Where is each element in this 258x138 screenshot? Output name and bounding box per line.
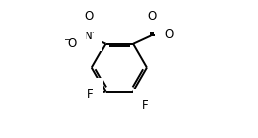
Text: F: F — [87, 88, 94, 101]
Text: O: O — [147, 10, 157, 23]
Text: N: N — [84, 29, 93, 42]
Text: O: O — [68, 37, 77, 50]
Text: −: − — [63, 35, 70, 44]
Text: O: O — [164, 28, 174, 41]
Text: +: + — [90, 26, 96, 35]
Text: O: O — [85, 10, 94, 23]
Text: F: F — [142, 99, 149, 112]
